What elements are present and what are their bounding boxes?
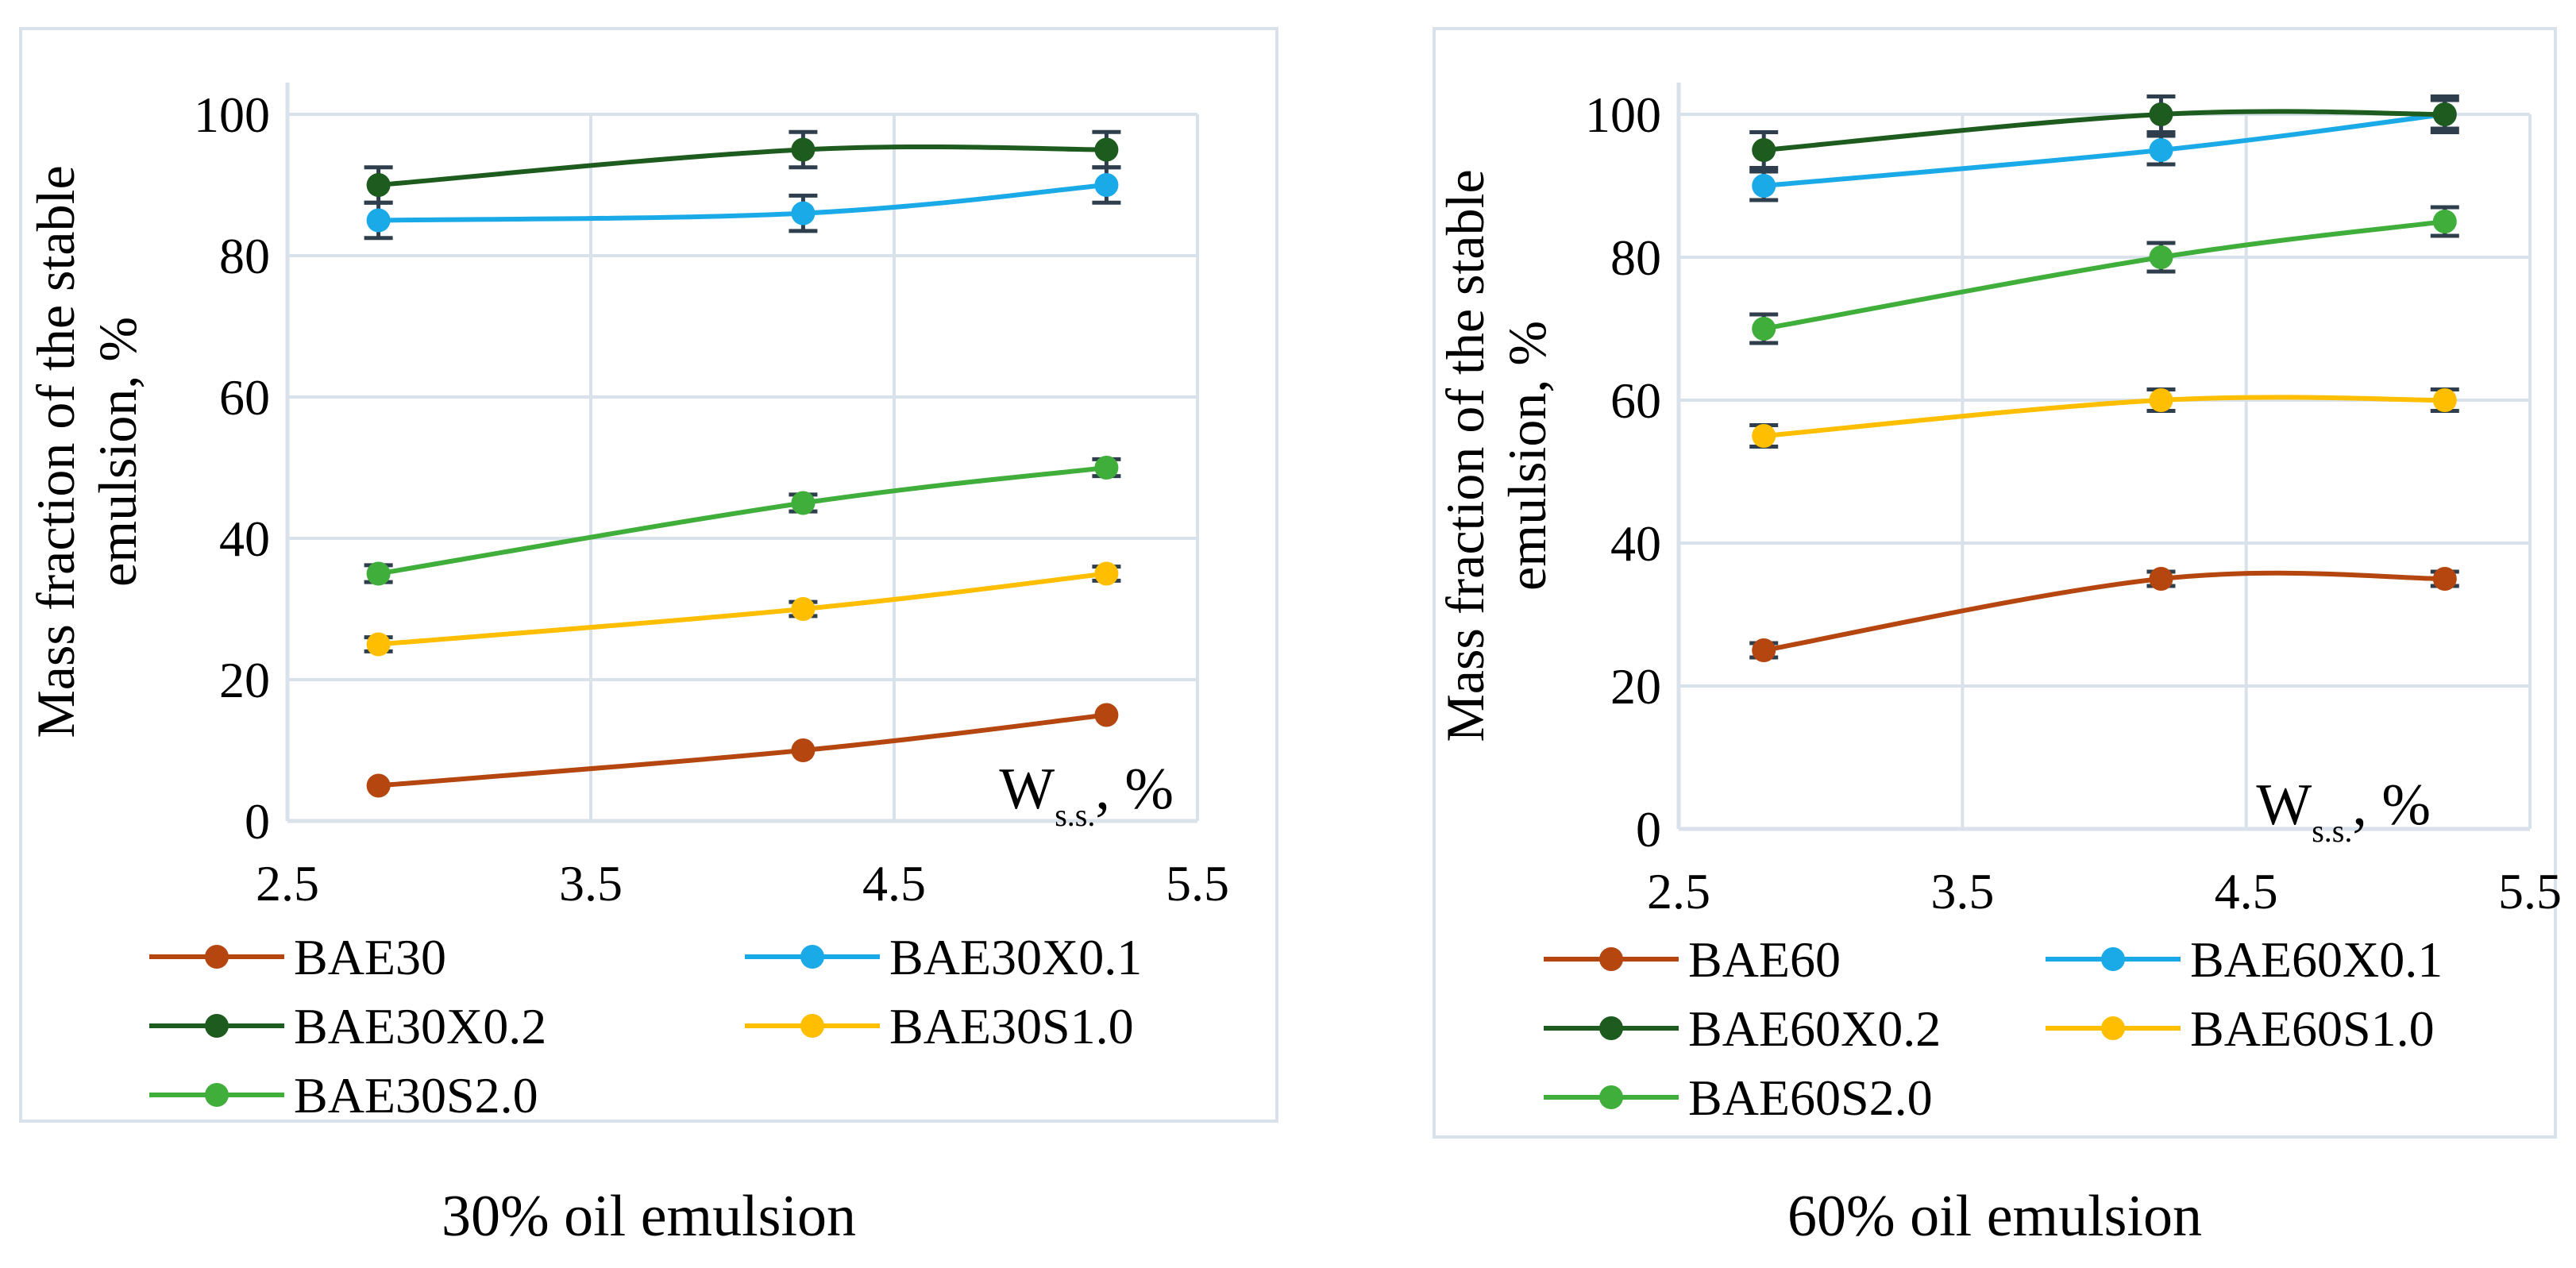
x-tick-label: 3.5 (1930, 863, 1994, 919)
series-line-BAE30X0.2 (378, 144, 1107, 187)
data-point-BAE30X0.1 (791, 201, 816, 225)
y-tick-label: 40 (1610, 515, 1661, 572)
legend-marker-BAE30X0.2 (205, 1014, 229, 1038)
y-tick-label: 60 (1610, 372, 1661, 429)
legend-label-BAE60X0.2: BAE60X0.2 (1688, 1000, 1941, 1057)
data-point-BAE30S1.0 (366, 632, 391, 657)
y-axis-label-line1: Mass fraction of the stable (25, 165, 86, 738)
legend-label-BAE30X0.1: BAE30X0.1 (889, 929, 1142, 985)
y-tick-label: 20 (219, 652, 270, 708)
series-line-BAE60S1.0 (1763, 395, 2445, 438)
chart-30-svg: 0 20 40 60 80 100 2.5 3.5 4.5 5.5 Mass fraction of… (25, 83, 1229, 1123)
data-point-BAE30 (366, 773, 391, 798)
data-point-BAE60 (1752, 638, 1776, 662)
x-tick-label: 4.5 (2215, 863, 2278, 919)
data-point-BAE60S2.0 (1752, 317, 1776, 341)
data-point-BAE60X0.2 (2432, 102, 2457, 126)
series-line-BAE60X0.1 (1763, 112, 2446, 188)
legend-label-BAE60: BAE60 (1688, 931, 1841, 988)
y-axis-label-line2: emulsion, % (1497, 321, 1557, 591)
legend-label-BAE30S2.0: BAE30S2.0 (294, 1067, 538, 1123)
y-tick-label: 0 (1636, 801, 1661, 858)
y-axis-label: Mass fraction of the stableemulsion, % (1435, 169, 1557, 742)
legend-marker-BAE60S2.0 (1599, 1085, 1623, 1109)
y-tick-label: 40 (219, 511, 270, 567)
x-axis-label-sub: s.s. (2312, 813, 2352, 849)
data-point-BAE30 (1094, 703, 1119, 727)
x-axis-label: Ws.s., % (2256, 773, 2431, 849)
data-point-BAE30X0.1 (1094, 173, 1119, 197)
legend-marker-BAE60X0.1 (2101, 947, 2125, 971)
x-axis-label-suffix: , % (2352, 773, 2431, 838)
data-point-BAE60S2.0 (2432, 210, 2457, 233)
data-point-BAE60 (2149, 567, 2173, 591)
y-tick-label: 20 (1610, 658, 1661, 715)
y-tick-label: 0 (245, 793, 270, 850)
legend-label-BAE30S1.0: BAE30S1.0 (889, 998, 1134, 1054)
caption-30: 30% oil emulsion (441, 1184, 857, 1249)
data-point-BAE30X0.1 (366, 208, 391, 233)
chart-60-svg: 0 20 40 60 80 100 2.5 3.5 4.5 5.5 Mass fraction of… (1435, 83, 2562, 1126)
data-point-BAE60X0.1 (2149, 138, 2173, 162)
y-tick-label: 80 (1610, 229, 1661, 286)
y-axis-label-line2: emulsion, % (87, 317, 148, 587)
legend-label-BAE60X0.1: BAE60X0.1 (2190, 931, 2443, 988)
legend-marker-BAE60S1.0 (2101, 1016, 2125, 1040)
data-point-BAE60S1.0 (2149, 388, 2173, 412)
data-point-BAE30S1.0 (791, 597, 816, 621)
data-point-BAE30S2.0 (1094, 456, 1119, 480)
legend-marker-BAE30S2.0 (205, 1083, 229, 1107)
legend-marker-BAE30 (205, 945, 229, 969)
y-tick-label: 100 (194, 87, 270, 143)
y-tick-label: 100 (1585, 87, 1661, 143)
data-point-BAE60 (2432, 567, 2457, 591)
data-point-BAE60S2.0 (2149, 245, 2173, 269)
y-axis-label: Mass fraction of the stableemulsion, % (25, 165, 148, 738)
data-point-BAE30S1.0 (1094, 561, 1119, 586)
data-point-BAE60S1.0 (2432, 388, 2457, 412)
data-point-BAE60X0.2 (1752, 138, 1776, 162)
legend-label-BAE60S2.0: BAE60S2.0 (1688, 1070, 1933, 1126)
data-point-BAE30X0.2 (791, 137, 816, 162)
legend-marker-BAE30X0.1 (800, 945, 824, 969)
legend-label-BAE30: BAE30 (294, 929, 446, 985)
y-tick-label: 80 (219, 228, 270, 284)
y-axis-label-line1: Mass fraction of the stable (1435, 169, 1495, 742)
legend-label-BAE30X0.2: BAE30X0.2 (294, 998, 546, 1054)
x-axis-label-main: W (999, 757, 1055, 822)
legend-marker-BAE60X0.2 (1599, 1016, 1623, 1040)
legend-marker-BAE60 (1599, 947, 1623, 971)
series-line-BAE30S2.0 (378, 465, 1107, 576)
data-point-BAE30X0.2 (1094, 137, 1119, 162)
data-point-BAE30S2.0 (366, 561, 391, 586)
legend-label-BAE60S1.0: BAE60S1.0 (2190, 1000, 2435, 1057)
series-line-BAE30 (378, 712, 1107, 788)
data-point-BAE60X0.1 (1752, 174, 1776, 198)
series-line-BAE60 (1763, 570, 2445, 653)
chart-panel-30: 0 20 40 60 80 100 2.5 3.5 4.5 5.5 Mass fraction of… (19, 27, 1278, 1123)
series-line-BAE60S2.0 (1763, 219, 2446, 331)
x-axis-label-main: W (2256, 773, 2312, 838)
x-tick-label: 4.5 (862, 855, 926, 911)
data-point-BAE60X0.2 (2149, 102, 2173, 126)
series-line-BAE60X0.2 (1763, 109, 2445, 152)
x-axis-label: Ws.s., % (999, 757, 1174, 833)
series-line-BAE30X0.1 (378, 183, 1107, 223)
legend-marker-BAE30S1.0 (800, 1014, 824, 1038)
data-point-BAE30 (791, 738, 816, 762)
x-axis-label-sub: s.s. (1055, 797, 1095, 833)
y-tick-label: 60 (219, 369, 270, 426)
x-tick-label: 2.5 (1647, 863, 1710, 919)
series-line-BAE30S1.0 (378, 571, 1107, 647)
x-tick-label: 3.5 (559, 855, 623, 911)
x-tick-label: 2.5 (256, 855, 319, 911)
caption-60: 60% oil emulsion (1787, 1184, 2203, 1249)
x-tick-label: 5.5 (1166, 855, 1229, 911)
data-point-BAE60S1.0 (1752, 424, 1776, 448)
data-point-BAE30X0.2 (366, 173, 391, 197)
chart-panel-60: 0 20 40 60 80 100 2.5 3.5 4.5 5.5 Mass fraction of… (1433, 27, 2562, 1139)
x-axis-label-suffix: , % (1095, 757, 1174, 822)
data-point-BAE30S2.0 (791, 491, 816, 515)
x-tick-label: 5.5 (2498, 863, 2562, 919)
